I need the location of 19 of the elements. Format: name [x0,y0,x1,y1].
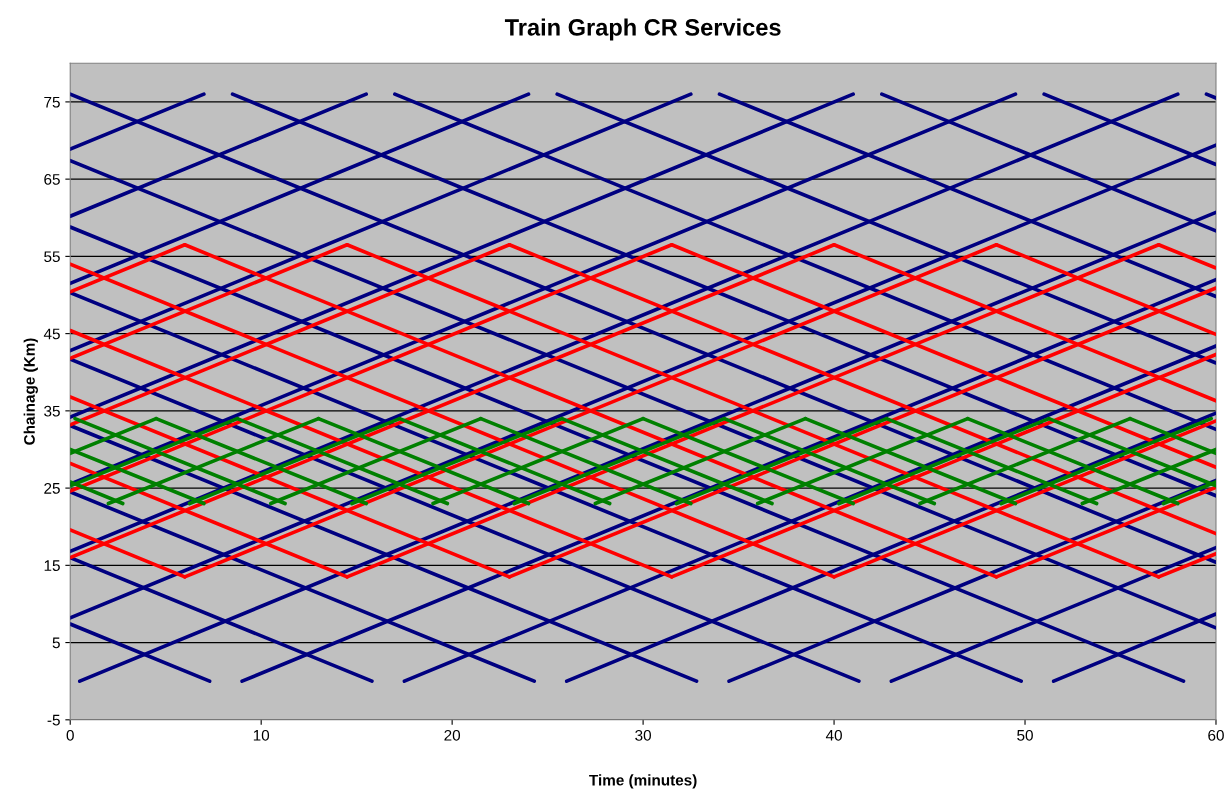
y-tick-label: 25 [44,482,60,494]
x-tick-label: 0 [66,729,74,741]
y-tick-label: 75 [44,96,60,108]
x-tick-label: 50 [1017,729,1033,741]
y-tick-label: 55 [44,251,60,263]
x-axis-title: Time (minutes) [589,774,697,789]
x-tick-label: 10 [253,729,270,741]
chart-title: Train Graph CR Services [504,18,781,41]
x-tick-label: 20 [444,729,461,741]
y-tick-label: 45 [43,328,60,340]
y-tick-label: 65 [44,174,60,185]
x-tick-label: 40 [825,729,842,741]
y-tick-label: 35 [44,405,60,417]
y-tick-label: 15 [44,560,60,572]
x-tick-label: 30 [635,729,651,741]
x-tick-label: 60 [1208,729,1224,741]
y-tick-label: 5 [52,637,60,649]
y-axis-title: Chainage (Km) [23,338,38,445]
y-tick-label: -5 [47,714,60,726]
